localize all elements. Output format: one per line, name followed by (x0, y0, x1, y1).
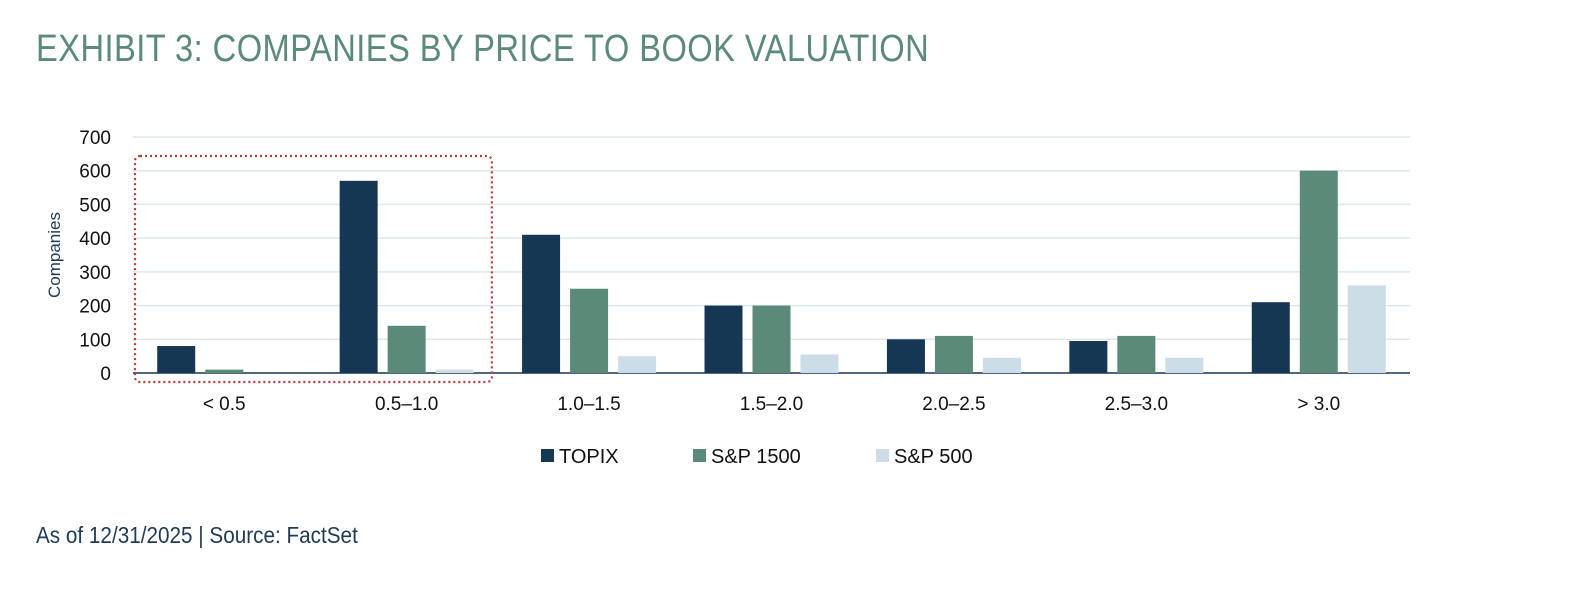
highlight-box (133, 154, 493, 384)
legend-swatch (876, 449, 889, 462)
bar-s-p-1500-2 (570, 288, 609, 373)
x-tick-labels: < 0.5 0.5–1.0 1.0–1.5 1.5–2.0 2.0–2.5 2.5–3.0… (203, 394, 1340, 415)
y-tick-label: 300 (79, 263, 111, 284)
bar-s-p-500-6 (1347, 285, 1386, 373)
bar-s-p-500-5 (1165, 357, 1204, 373)
bar-s-p-500-1 (435, 369, 474, 373)
bar-s-p-1500-0 (205, 369, 244, 373)
bar-s-p-500-3 (800, 354, 839, 373)
bar-topix-4 (886, 339, 925, 373)
bar-s-p-1500-3 (752, 305, 791, 373)
legend-swatch (693, 449, 706, 462)
bar-topix-0 (157, 346, 196, 373)
y-tick-label: 700 (79, 128, 111, 149)
legend: TOPIX S&P 1500 S&P 500 (541, 446, 973, 468)
x-tick-label: 1.5–2.0 (740, 394, 803, 415)
bar-s-p-500-4 (982, 357, 1021, 373)
legend-label: S&P 500 (894, 446, 973, 468)
chart-title: EXHIBIT 3: COMPANIES BY PRICE TO BOOK VA… (36, 28, 930, 70)
bar-s-p-1500-1 (387, 325, 426, 373)
bar-s-p-500-2 (618, 356, 657, 373)
bar-topix-1 (339, 180, 378, 373)
bar-s-p-1500-4 (934, 335, 973, 373)
source-note: As of 12/31/2025 | Source: FactSet (36, 522, 358, 548)
y-tick-label: 100 (79, 330, 111, 351)
y-tick-labels: 0 100 200 300 400 500 600 700 (79, 128, 111, 385)
bar-topix-5 (1069, 340, 1108, 373)
bar-topix-3 (704, 305, 743, 373)
y-tick-label: 500 (79, 195, 111, 216)
y-tick-label: 200 (79, 297, 111, 318)
x-tick-label: < 0.5 (203, 394, 246, 415)
y-tick-label: 400 (79, 229, 111, 250)
x-tick-label: > 3.0 (1297, 394, 1340, 415)
x-tick-label: 1.0–1.5 (557, 394, 620, 415)
legend-swatch (541, 449, 554, 462)
legend-label: TOPIX (559, 446, 619, 468)
bar-s-p-1500-6 (1299, 170, 1338, 373)
x-tick-label: 2.0–2.5 (922, 394, 985, 415)
y-tick-label: 0 (100, 364, 111, 385)
bar-topix-2 (522, 234, 561, 373)
y-tick-label: 600 (79, 162, 111, 183)
legend-label: S&P 1500 (711, 446, 801, 468)
bars (157, 170, 1386, 373)
bar-topix-6 (1251, 302, 1290, 373)
x-tick-label: 2.5–3.0 (1105, 394, 1168, 415)
bar-s-p-1500-5 (1117, 335, 1156, 373)
x-tick-label: 0.5–1.0 (375, 394, 438, 415)
highlight-box-rect (133, 154, 493, 384)
y-axis-title: Companies (45, 212, 64, 298)
